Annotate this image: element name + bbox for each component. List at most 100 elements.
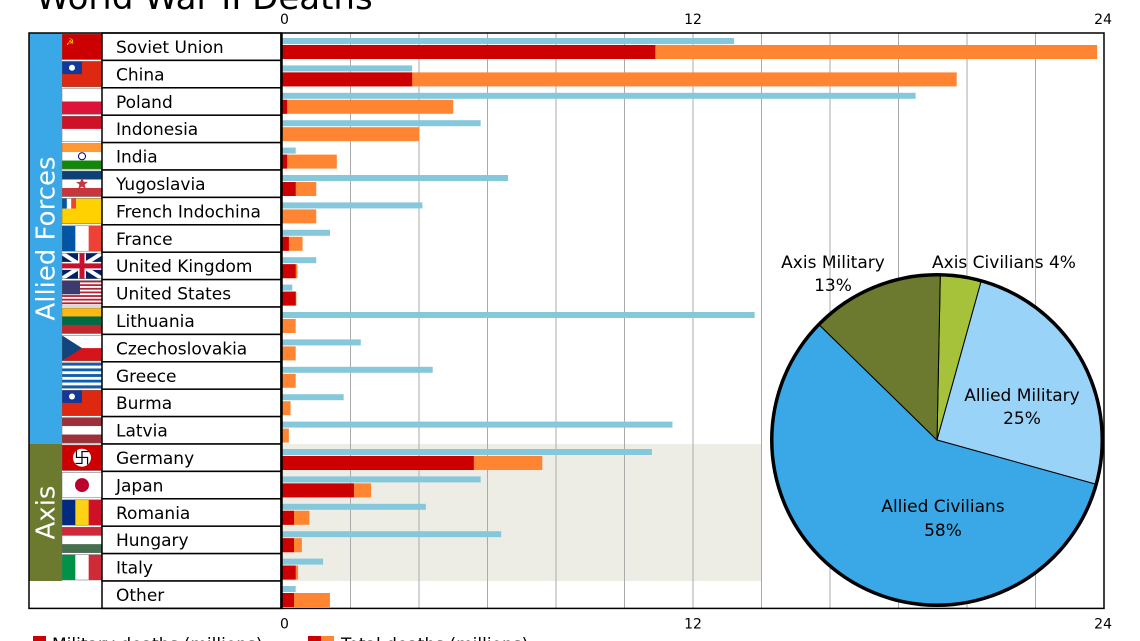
pie-percent-label: 25% <box>1003 409 1041 429</box>
bar-total-deaths <box>282 99 454 114</box>
flag-icon <box>61 307 103 334</box>
bar-total-deaths <box>282 127 419 142</box>
category-label-box <box>101 388 282 418</box>
category-label-box <box>101 580 282 610</box>
flag-icon <box>61 554 103 581</box>
category-label: Hungary <box>116 531 189 551</box>
category-label: United Kingdom <box>116 257 252 277</box>
bar-percent-population <box>282 65 413 72</box>
category-label: Italy <box>116 559 153 579</box>
flag-icon <box>60 251 104 281</box>
flag-icon <box>61 362 103 389</box>
category-label: Germany <box>116 449 194 469</box>
bar-percent-population <box>282 394 344 401</box>
x-tick-label-bottom: 12 <box>684 616 702 632</box>
bar-military-deaths <box>282 291 296 306</box>
category-label: India <box>116 148 158 168</box>
legend-swatch <box>33 636 46 641</box>
legend-label: Total deaths (millions) <box>340 635 528 641</box>
bar-military-deaths <box>282 264 296 279</box>
bar-military-deaths <box>282 456 474 470</box>
bar-percent-population <box>282 421 673 428</box>
pie-percent-label: 13% <box>814 276 852 296</box>
plot-frame <box>281 32 1105 610</box>
category-label: French Indochina <box>116 202 261 222</box>
bar-military-deaths <box>282 45 656 59</box>
bar-military-deaths <box>282 182 296 196</box>
bar-percent-population <box>282 38 735 44</box>
bar-total-deaths <box>282 401 291 416</box>
bar-percent-population <box>282 147 296 154</box>
bar-percent-population <box>282 586 296 592</box>
flag-icon <box>61 335 103 362</box>
bar-total-deaths <box>282 154 337 169</box>
bar-total-deaths <box>282 428 289 443</box>
bar-percent-population <box>282 503 426 510</box>
chart-title: World War II Deaths <box>36 0 373 18</box>
flag-icon: ☭ <box>61 33 103 60</box>
label-frame <box>28 32 282 610</box>
bar-total-deaths <box>282 346 296 361</box>
bar-percent-population <box>282 531 502 538</box>
legend-label: Military deaths (millions) <box>52 635 263 641</box>
x-tick-label-bottom: 24 <box>1094 616 1112 632</box>
x-tick-label-top: 24 <box>1094 12 1112 28</box>
svg-text:卐: 卐 <box>74 449 90 468</box>
category-label: Other <box>116 586 164 606</box>
category-label-box <box>101 470 282 500</box>
category-label-box <box>101 415 282 445</box>
pie-label: Axis Civilians 4% <box>932 253 1076 273</box>
pie-label: Axis Military <box>781 253 885 273</box>
legend-swatch <box>321 636 334 641</box>
bar-military-deaths <box>282 72 413 87</box>
flag-icon: 卐 <box>61 444 103 471</box>
category-label: Romania <box>116 504 190 524</box>
category-label-box <box>101 32 282 62</box>
category-label-box <box>101 552 282 582</box>
category-label: Latvia <box>116 422 168 442</box>
x-tick-label-top: 12 <box>684 12 702 28</box>
flag-icon <box>61 198 103 225</box>
bar-military-deaths <box>282 154 288 169</box>
flag-icon <box>61 280 103 307</box>
bar-percent-population <box>282 284 293 291</box>
x-tick-label-bottom: 0 <box>280 616 289 632</box>
category-label-box <box>101 333 282 363</box>
bar-military-deaths <box>282 236 289 251</box>
group-bar <box>29 444 62 581</box>
pie-border <box>770 273 1104 607</box>
bar-military-deaths <box>282 483 354 498</box>
bar-percent-population <box>282 229 330 236</box>
pie-percent-label: 58% <box>924 521 962 541</box>
flag-icon <box>61 225 103 252</box>
flag-icon <box>61 472 103 499</box>
flag-icon <box>61 143 103 170</box>
category-label: United States <box>116 285 231 305</box>
flag-icon <box>61 389 103 416</box>
bar-total-deaths <box>282 72 957 87</box>
category-label: Czechoslovakia <box>116 339 247 359</box>
bar-total-deaths <box>282 319 296 333</box>
category-label: Greece <box>116 367 177 387</box>
bar-percent-population <box>282 257 317 264</box>
category-label: Yugoslavia <box>115 175 206 195</box>
bar-total-deaths <box>282 373 296 388</box>
bar-percent-population <box>282 366 433 373</box>
category-label: Indonesia <box>116 120 198 140</box>
bar-military-deaths <box>282 99 288 114</box>
bar-total-deaths <box>282 209 317 224</box>
group-label: Axis <box>32 486 62 540</box>
category-label: Burma <box>116 394 172 414</box>
bar-military-deaths <box>282 510 294 525</box>
bar-percent-population <box>282 92 916 99</box>
category-label-box <box>101 224 282 253</box>
category-label-box <box>101 169 282 199</box>
bar-percent-population <box>282 202 423 209</box>
pie-label: Allied Civilians <box>881 497 1004 517</box>
category-label: Soviet Union <box>116 38 224 58</box>
bar-percent-population <box>282 312 755 318</box>
bar-percent-population <box>282 175 509 181</box>
bar-percent-population <box>282 120 481 127</box>
group-label: Allied Forces <box>32 156 62 320</box>
bar-percent-population <box>282 558 324 565</box>
